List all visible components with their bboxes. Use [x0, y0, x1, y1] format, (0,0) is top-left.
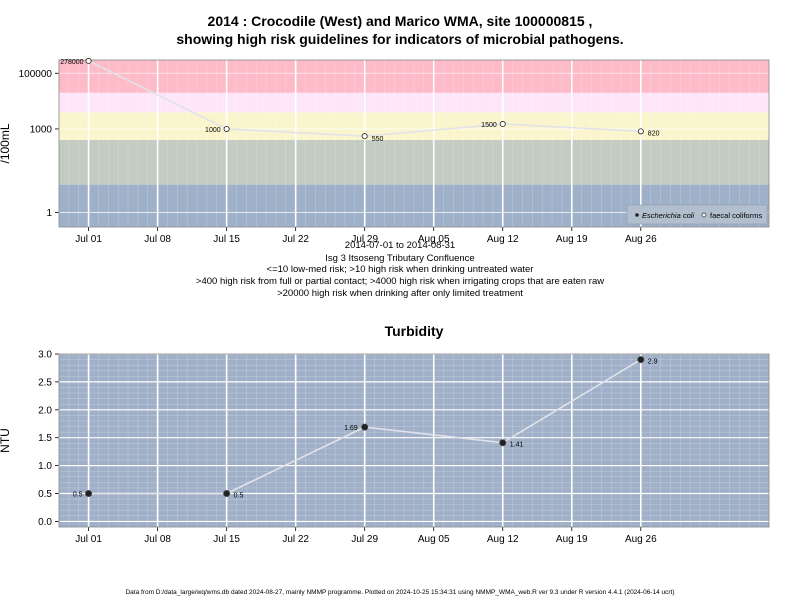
x-tick-label: Jul 01: [75, 534, 102, 545]
plot-frame: [58, 59, 770, 228]
legend-label-ecoli: Escherichia coli: [642, 211, 694, 220]
data-point: [637, 128, 644, 135]
x-tick-label: Jul 29: [351, 234, 378, 245]
x-tick-label: Aug 12: [487, 234, 519, 245]
data-label: 0.5: [73, 492, 83, 499]
series-line: [88, 358, 642, 495]
chart-title: 2014 : Crocodile (West) and Marico WMA, …: [207, 13, 593, 29]
x-tick-label: Aug 26: [625, 534, 657, 545]
data-point: [223, 490, 231, 498]
y-tick-label: 2.5: [38, 377, 52, 388]
data-label: 820: [648, 130, 660, 137]
data-point: [223, 125, 230, 132]
caption-site-name: Isg 3 Itsoseng Tributary Confluence: [325, 253, 475, 264]
data-label: 1500: [481, 122, 497, 129]
x-tick-label: Aug 19: [556, 234, 588, 245]
y-tick-label: 0.0: [38, 517, 52, 528]
x-tick-label: Aug 26: [625, 234, 657, 245]
data-label: 1000: [205, 127, 221, 134]
data-point: [361, 423, 369, 431]
y-tick-label: 1.0: [38, 461, 52, 472]
x-tick-label: Aug 05: [418, 534, 450, 545]
caption-date-range: 2014-07-01 to 2014-08-31: [344, 240, 456, 251]
data-label: 550: [372, 136, 384, 143]
data-point: [499, 121, 506, 128]
x-tick-label: Jul 08: [144, 534, 171, 545]
caption-risk-line-1: <=10 low-med risk; >10 high risk when dr…: [266, 264, 534, 275]
x-tick-label: Aug 12: [487, 534, 519, 545]
turbidity-title: Turbidity: [385, 323, 444, 339]
y-tick-label: 2.0: [38, 405, 52, 416]
y-tick-label: 3.0: [38, 350, 52, 361]
plot-frame: [58, 353, 770, 528]
y-tick-label: 1.5: [38, 433, 52, 444]
chart-subtitle: showing high risk guidelines for indicat…: [176, 31, 624, 47]
risk-band-3: [59, 92, 769, 113]
data-point: [361, 133, 368, 140]
y-tick-label: 100000: [19, 69, 53, 80]
y-axis-label: NTU: [0, 428, 12, 453]
y-tick-label: 0.5: [38, 489, 52, 500]
x-tick-label: Jul 22: [282, 234, 309, 245]
legend-marker-faecal: [701, 212, 707, 218]
y-tick-label: 1000: [30, 124, 53, 135]
x-tick-label: Jul 08: [144, 234, 171, 245]
x-tick-label: Jul 15: [213, 534, 240, 545]
data-label: 278000: [60, 59, 83, 66]
x-tick-label: Aug 05: [418, 234, 450, 245]
data-label: 1.69: [344, 425, 358, 432]
data-label: 2.9: [648, 359, 658, 366]
data-point: [85, 57, 92, 64]
y-axis-label: /100mL: [0, 123, 12, 163]
data-point: [499, 439, 507, 447]
x-tick-label: Jul 01: [75, 234, 102, 245]
risk-band-2: [59, 112, 769, 141]
risk-band-1: [59, 140, 769, 185]
data-label: 1.41: [510, 442, 524, 449]
data-point: [85, 490, 93, 498]
y-tick-label: 1: [46, 208, 52, 219]
caption-risk-line-3: >20000 high risk when drinking after onl…: [277, 288, 523, 299]
x-tick-label: Aug 19: [556, 534, 588, 545]
x-tick-label: Jul 22: [282, 534, 309, 545]
x-tick-label: Jul 29: [351, 534, 378, 545]
risk-band-4: [59, 60, 769, 93]
microbial-chart: Jul 01 Jul 08 Jul 15 Jul 22 Jul 29 Aug 05 Aug …: [0, 57, 770, 245]
data-label: 0.5: [234, 493, 244, 500]
footer-note: Data from D:/data_large/wq/wms.db dated …: [125, 589, 675, 596]
plot-background: [59, 354, 769, 527]
data-point: [637, 356, 645, 364]
legend-marker-ecoli: [635, 213, 639, 217]
x-tick-label: Jul 15: [213, 234, 240, 245]
legend-box: [626, 204, 768, 225]
legend-label-faecal: faecal coliforms: [710, 211, 762, 220]
caption-risk-line-2: >400 high risk from full or partial cont…: [195, 276, 605, 287]
